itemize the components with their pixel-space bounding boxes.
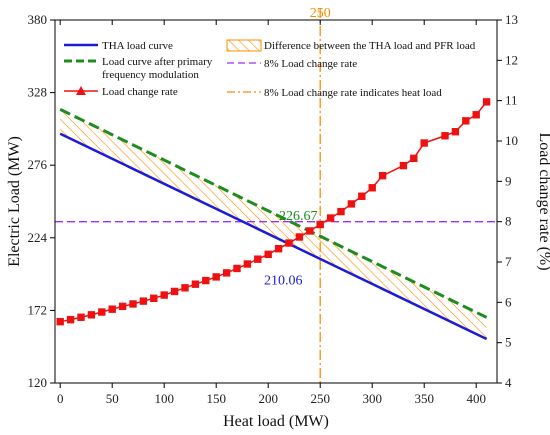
rate-marker [285,239,293,247]
rate-marker [191,280,200,288]
annotation-pfr-value: 226.67 [279,209,318,224]
rate-marker [410,154,418,163]
axes: 0 50 100 150 200 250 300 350 400 120 172 224 276 328 3… [6,12,550,430]
rate-marker [306,227,314,235]
rate-marker [129,300,137,308]
plot-frame [54,19,498,384]
legend: THA load curve Load curve after primaryfr… [64,39,476,99]
y-left-tick-label: 120 [28,375,48,390]
y-left-tick-label: 224 [28,230,48,245]
y-right-tick-label: 10 [505,133,518,148]
rate-marker [295,233,304,241]
tha-load-line [59,132,488,341]
rate-marker [378,171,387,180]
legend-heat-label: 8% Load change rate indicates heat load [264,87,442,99]
legend-pfr-label-line2: frequency modulation [102,69,199,81]
x-tick-label: 0 [57,391,64,406]
rate-marker [222,269,231,277]
difference-hatch-area [60,109,487,340]
rate-marker [347,200,356,208]
rate-marker [337,207,345,216]
legend-pfr-label: Load curve after primary [102,56,213,68]
rate-marker [77,313,85,321]
rate-marker [170,287,179,296]
x-tick-label: 300 [362,391,382,406]
y-right-tick-label: 4 [505,375,512,390]
legend-diff-swatch [226,39,262,52]
legend-diff-label: Difference between the THA load and PFR … [264,40,476,52]
y-right-tick-label: 8 [505,214,512,229]
rate-marker [472,111,480,119]
y-right-tick-label: 5 [505,335,512,350]
rate-marker [118,302,127,311]
x-tick-label: 100 [154,391,174,406]
y-left-axis-title: Electric Load (MW) [6,136,23,267]
rate-marker [358,192,366,200]
y-right-tick-label: 13 [505,12,518,27]
x-tick-label: 250 [310,391,330,406]
rate-marker [212,273,220,281]
rate-marker [399,161,408,170]
rate-marker [482,98,491,106]
annotation-tha-value: 210.06 [264,273,303,288]
y-right-tick-label: 7 [505,254,512,269]
rate-marker [108,305,116,313]
rate-marker [316,220,324,229]
y-left-tick-label: 380 [28,12,48,27]
y-right-tick-label: 11 [505,93,518,108]
legend-rate8-label: 8% Load change rate [264,58,357,70]
legend-rate-label: Load change rate [102,86,178,98]
y-right-tick-label: 6 [505,294,512,309]
rate-marker [441,132,449,140]
rate-marker [451,128,460,136]
rate-marker [420,139,428,147]
rate-marker [87,311,96,319]
x-tick-label: 200 [258,391,278,406]
rate-marker [202,276,210,285]
rate-marker [233,264,241,273]
rate-marker [462,117,470,125]
x-tick-label: 400 [466,391,486,406]
rate-marker [368,184,376,192]
rate-marker [264,250,272,259]
x-tick-label: 50 [106,391,119,406]
rate-marker [160,291,168,299]
y-right-axis-title: Load change rate (%) [536,132,550,270]
rate-marker [181,284,189,292]
heat-load-vline-label: 250 [310,6,331,21]
legend-tha-label: THA load curve [102,40,173,52]
y-right-tick-label: 12 [505,52,518,67]
rate-marker [326,214,335,222]
x-axis-title: Heat load (MW) [223,413,329,430]
rate-marker [243,260,252,268]
y-left-tick-label: 328 [28,85,48,100]
y-left-tick-label: 276 [28,157,48,172]
x-tick-label: 150 [206,391,226,406]
y-right-tick-label: 9 [505,173,512,188]
legend-rate-marker [76,86,86,95]
x-tick-label: 350 [414,391,434,406]
rate-marker [274,244,283,253]
rate-marker [150,294,158,302]
plot-area: 250 226.67 210.06 [55,6,497,383]
rate-marker [98,308,106,316]
y-left-tick-label: 172 [28,302,48,317]
rate-marker [66,315,75,324]
rate-marker [254,255,262,263]
rate-marker [139,297,148,305]
load-change-rate-line [60,101,488,323]
rate-marker [56,317,64,326]
